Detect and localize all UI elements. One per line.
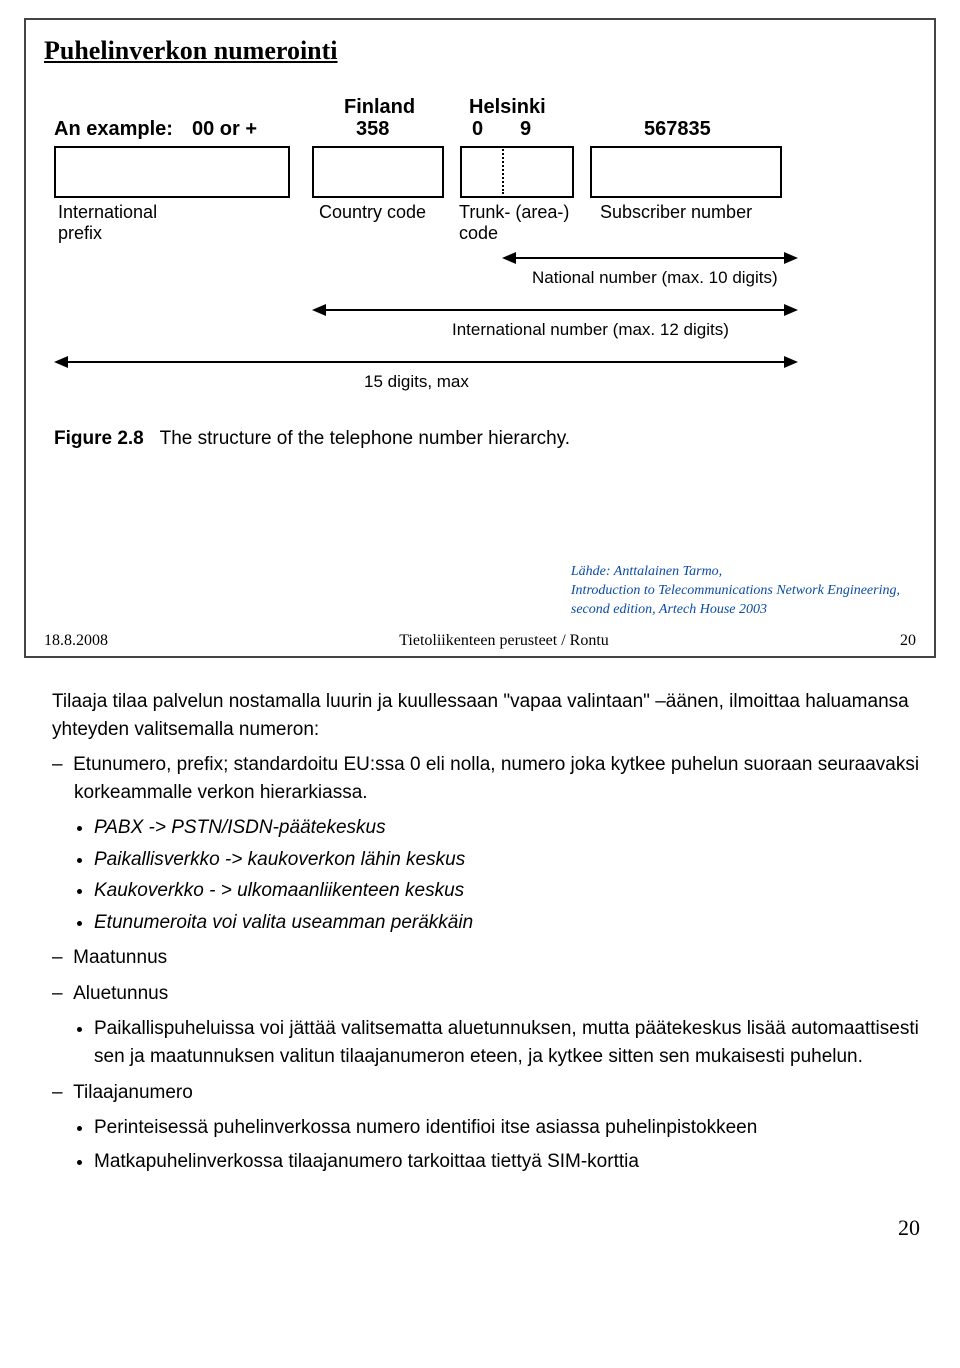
sub-area-code-l2: code [459,223,569,244]
source-l1: Lähde: Anttalainen Tarmo, [571,563,900,582]
footer-date: 18.8.2008 [44,632,108,650]
page-number: 20 [0,1215,920,1241]
sub-subscriber: Subscriber number [600,202,752,223]
source-citation: Lähde: Anttalainen Tarmo, Introduction t… [571,563,900,620]
sub-area-code: Trunk- (area-) code [459,202,569,243]
arrow-intl-right [784,304,798,316]
number-hierarchy-diagram: An example: 00 or + Finland 358 Helsinki… [54,78,874,478]
footer-page: 20 [900,632,916,650]
value-567835: 567835 [644,118,711,141]
sub-area-code-l1: Trunk- (area-) [459,202,569,223]
sub-intl-prefix-l2: prefix [58,223,157,244]
sub-country-code: Country code [319,202,426,223]
arrow-intl-line [326,309,786,311]
arrow-max-line [68,361,786,363]
slide-footer: 18.8.2008 20 Tietoliikenteen perusteet /… [44,632,916,650]
notes-til-sub2: Matkapuhelinverkossa tilaajanumero tarko… [94,1148,924,1176]
value-00: 00 or + [192,118,257,141]
notes-til-sub1: Perinteisessä puhelinverkossa numero ide… [94,1114,924,1142]
arrow-intl-left [312,304,326,316]
top-helsinki: Helsinki [469,96,546,119]
arrow-national-line [516,257,786,259]
sub-intl-prefix: International prefix [58,202,157,243]
slide-title: Puhelinverkon numerointi [44,36,916,66]
footer-mid: Tietoliikenteen perusteet / Rontu [44,632,916,650]
arrow-national-left [502,252,516,264]
top-finland: Finland [344,96,415,119]
area-code-divider [502,146,504,194]
figure-caption-rest: The structure of the telephone number hi… [160,428,571,449]
box-intl-prefix [54,146,290,198]
notes-etunumero: Etunumero, prefix; standardoitu EU:ssa 0… [52,751,924,806]
figure-caption-bold: Figure 2.8 [54,428,144,449]
arrow-max-left [54,356,68,368]
source-l2: Introduction to Telecommunications Netwo… [571,582,900,601]
value-0: 0 [472,118,483,141]
notes-tilaajanumero: Tilaajanumero [52,1079,924,1107]
box-country-code [312,146,444,198]
value-9: 9 [520,118,531,141]
notes-intro: Tilaaja tilaa palvelun nostamalla luurin… [52,688,924,743]
notes-alue-sub: Paikallispuheluissa voi jättää valitsema… [94,1015,924,1070]
sub-intl-prefix-l1: International [58,202,157,223]
box-area-code [460,146,574,198]
notes-aluetunnus: Aluetunnus [52,980,924,1008]
source-l3: second edition, Artech House 2003 [571,601,900,620]
arrow-max-right [784,356,798,368]
arrow-max-label: 15 digits, max [364,372,469,392]
arrow-national-label: National number (max. 10 digits) [532,268,778,288]
speaker-notes: Tilaaja tilaa palvelun nostamalla luurin… [36,688,924,1175]
notes-sub-1: Paikallisverkko -> kaukoverkon lähin kes… [94,846,924,874]
notes-sub-3: Etunumeroita voi valita useamman peräkkä… [94,909,924,937]
notes-maatunnus: Maatunnus [52,944,924,972]
box-subscriber [590,146,782,198]
arrow-intl-label: International number (max. 12 digits) [452,320,729,340]
arrow-national-right [784,252,798,264]
value-358: 358 [356,118,389,141]
example-label: An example: [54,118,173,141]
notes-sub-0: PABX -> PSTN/ISDN-päätekeskus [94,814,924,842]
figure-caption: Figure 2.8 The structure of the telephon… [54,428,570,450]
notes-sub-2: Kaukoverkko - > ulkomaanliikenteen kesku… [94,877,924,905]
slide-frame: Puhelinverkon numerointi An example: 00 … [24,18,936,658]
